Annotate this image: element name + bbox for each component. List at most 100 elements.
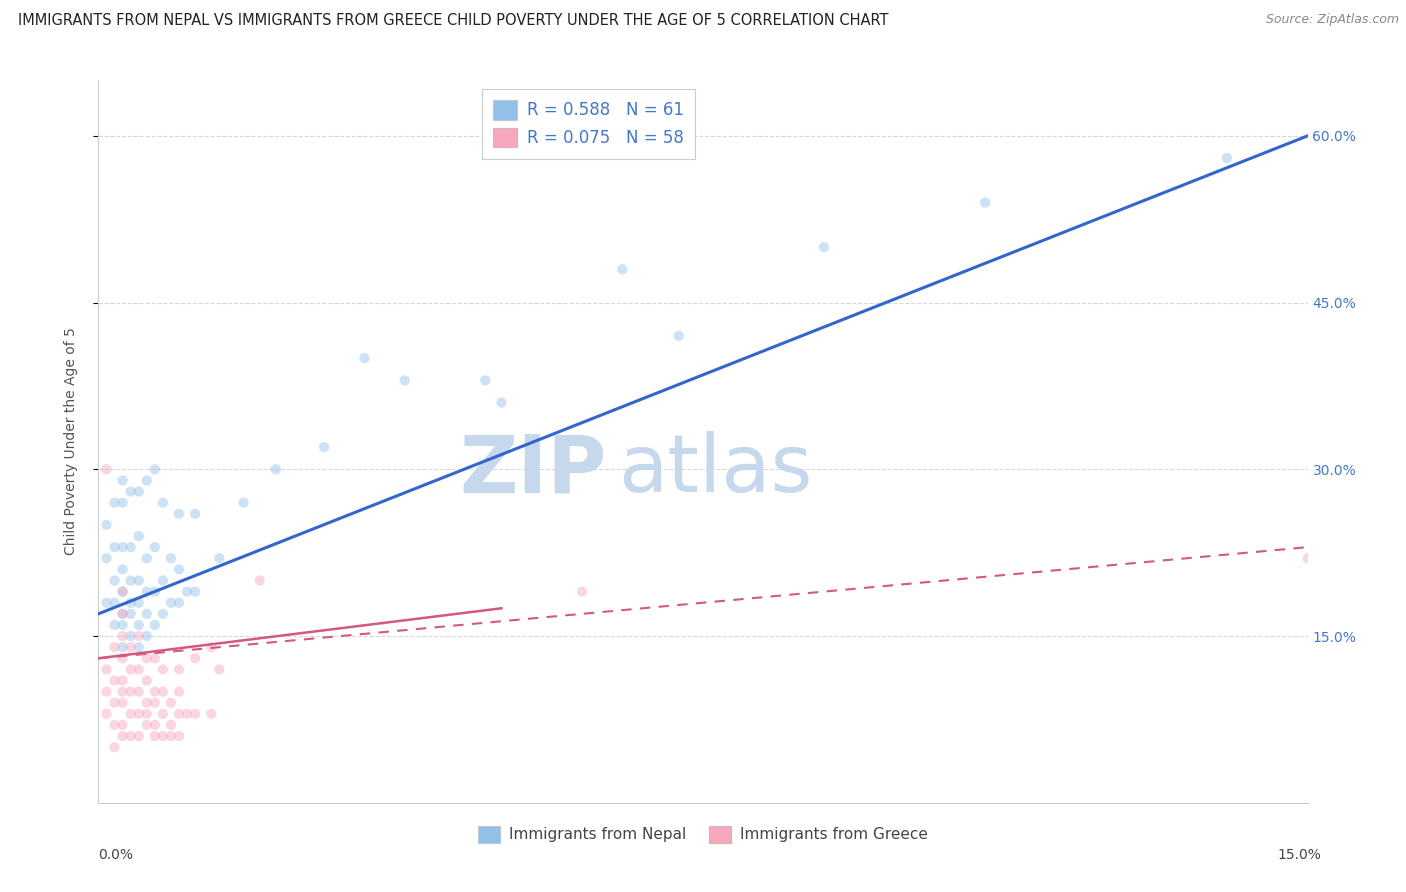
Point [120, 484, 142, 499]
Point [474, 373, 496, 387]
Text: IMMIGRANTS FROM NEPAL VS IMMIGRANTS FROM GREECE CHILD POVERTY UNDER THE AGE OF 5: IMMIGRANTS FROM NEPAL VS IMMIGRANTS FROM… [18, 13, 889, 29]
Point [111, 651, 134, 665]
Point [128, 684, 150, 698]
Point [160, 696, 183, 710]
Point [135, 584, 157, 599]
Point [111, 584, 134, 599]
Point [152, 496, 174, 510]
Point [103, 596, 125, 610]
Point [152, 662, 174, 676]
Point [111, 684, 134, 698]
Point [135, 718, 157, 732]
Point [143, 696, 166, 710]
Point [103, 696, 125, 710]
Legend: Immigrants from Nepal, Immigrants from Greece: Immigrants from Nepal, Immigrants from G… [472, 820, 934, 849]
Text: ZIP: ZIP [458, 432, 606, 509]
Point [160, 729, 183, 743]
Point [103, 718, 125, 732]
Point [167, 729, 190, 743]
Point [111, 540, 134, 554]
Point [152, 574, 174, 588]
Point [232, 496, 254, 510]
Point [111, 607, 134, 621]
Point [96, 517, 118, 532]
Point [264, 462, 287, 476]
Point [103, 496, 125, 510]
Point [184, 584, 207, 599]
Point [111, 629, 134, 643]
Point [184, 706, 207, 721]
Point [128, 529, 150, 543]
Point [167, 706, 190, 721]
Point [111, 607, 134, 621]
Point [184, 507, 207, 521]
Point [96, 706, 118, 721]
Point [103, 740, 125, 755]
Text: atlas: atlas [619, 432, 813, 509]
Point [167, 562, 190, 576]
Point [314, 440, 336, 454]
Point [111, 640, 134, 655]
Point [103, 574, 125, 588]
Point [111, 729, 134, 743]
Point [160, 596, 183, 610]
Point [111, 718, 134, 732]
Point [120, 684, 142, 698]
Point [120, 607, 142, 621]
Point [152, 706, 174, 721]
Point [143, 462, 166, 476]
Point [143, 684, 166, 698]
Point [120, 629, 142, 643]
Point [974, 195, 997, 210]
Point [160, 551, 183, 566]
Point [135, 706, 157, 721]
Point [120, 574, 142, 588]
Point [120, 662, 142, 676]
Point [128, 706, 150, 721]
Point [152, 684, 174, 698]
Point [143, 729, 166, 743]
Point [491, 395, 513, 409]
Point [135, 673, 157, 688]
Point [167, 662, 190, 676]
Point [167, 684, 190, 698]
Point [120, 596, 142, 610]
Point [128, 484, 150, 499]
Point [200, 706, 222, 721]
Text: Source: ZipAtlas.com: Source: ZipAtlas.com [1265, 13, 1399, 27]
Point [668, 329, 690, 343]
Point [111, 562, 134, 576]
Point [120, 640, 142, 655]
Y-axis label: Child Poverty Under the Age of 5: Child Poverty Under the Age of 5 [63, 327, 77, 556]
Point [96, 684, 118, 698]
Point [249, 574, 271, 588]
Point [96, 462, 118, 476]
Point [111, 496, 134, 510]
Text: 15.0%: 15.0% [1278, 847, 1322, 862]
Point [353, 351, 375, 366]
Point [612, 262, 634, 277]
Point [143, 584, 166, 599]
Point [103, 618, 125, 632]
Point [111, 618, 134, 632]
Point [135, 696, 157, 710]
Point [176, 706, 198, 721]
Point [128, 574, 150, 588]
Point [111, 474, 134, 488]
Text: 0.0%: 0.0% [98, 847, 134, 862]
Point [1216, 151, 1239, 165]
Point [143, 618, 166, 632]
Point [128, 629, 150, 643]
Point [111, 696, 134, 710]
Point [143, 718, 166, 732]
Point [135, 629, 157, 643]
Point [135, 551, 157, 566]
Point [111, 584, 134, 599]
Point [128, 618, 150, 632]
Point [176, 584, 198, 599]
Point [167, 596, 190, 610]
Point [111, 673, 134, 688]
Point [571, 584, 593, 599]
Point [1296, 551, 1319, 566]
Point [152, 729, 174, 743]
